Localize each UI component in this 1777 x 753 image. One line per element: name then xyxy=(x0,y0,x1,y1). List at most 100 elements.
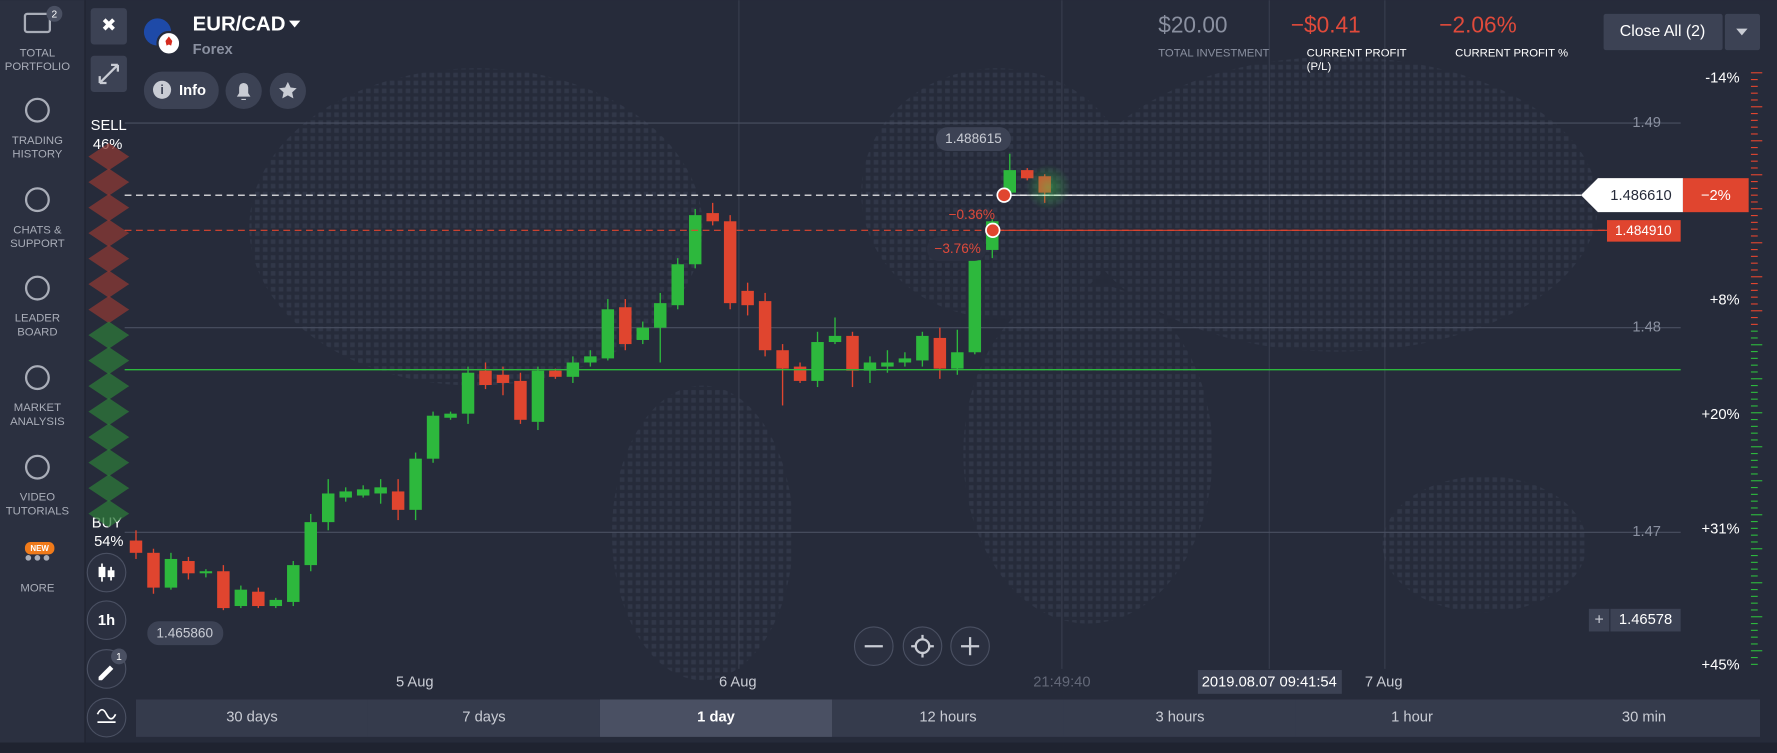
chart-type-button[interactable] xyxy=(86,552,127,593)
icon xyxy=(24,187,50,213)
timeframe-button[interactable] xyxy=(135,699,368,737)
close-all-label: Close All (2) xyxy=(1620,23,1706,40)
icon xyxy=(24,365,50,391)
close-all-button[interactable] xyxy=(1603,13,1723,51)
current-price: 1.486610 xyxy=(1610,188,1671,204)
candle-body xyxy=(444,413,457,418)
profit-scale-label: +31% xyxy=(1702,521,1740,537)
plus-icon: + xyxy=(1594,611,1603,628)
indicator-icon xyxy=(96,708,117,724)
candle-body xyxy=(234,589,248,607)
profit-scale-label: +8% xyxy=(1710,292,1740,308)
close-icon: ✖ xyxy=(101,15,116,35)
candle-body xyxy=(164,558,178,588)
deal-marker xyxy=(985,222,1001,238)
buy-percent: 54% xyxy=(94,534,123,550)
candle-body xyxy=(828,335,842,343)
info-label: Info xyxy=(179,83,206,99)
icon xyxy=(23,12,51,34)
candle-body xyxy=(339,491,352,498)
candle-body xyxy=(951,352,964,369)
timeframe-label: 7 days xyxy=(462,710,505,726)
sidebar-label: VIDEO xyxy=(20,492,55,504)
deal-marker xyxy=(996,187,1012,203)
timeframe-label: 3 hours xyxy=(1155,710,1204,726)
candle-body xyxy=(776,350,789,369)
sentiment-chevron xyxy=(88,143,130,171)
new-badge xyxy=(24,541,55,555)
high-label-box xyxy=(936,127,1011,151)
low-label: 1.465860 xyxy=(156,625,213,640)
icon xyxy=(24,275,50,301)
timeframe-button[interactable] xyxy=(1063,699,1296,737)
candle-body xyxy=(846,335,859,371)
candle-body xyxy=(933,337,947,369)
sidebar xyxy=(0,0,85,753)
candle-body xyxy=(287,565,300,602)
sidebar-label: TOTAL xyxy=(20,48,55,60)
timeframe-label: 1 day xyxy=(697,710,735,726)
sell-label: SELL xyxy=(91,118,127,134)
profit-scale: -14% +8% +20% +31% +45% xyxy=(1702,70,1763,673)
candle-body xyxy=(898,358,912,363)
candle-body xyxy=(968,260,982,353)
timeframe-label: 12 hours xyxy=(919,710,976,726)
candlestick-chart: 1.49 1.48 1.47 xyxy=(124,115,1681,611)
asset-name[interactable]: EUR/CAD xyxy=(193,14,286,36)
interval-button[interactable] xyxy=(86,600,127,640)
profit-label: (P/L) xyxy=(1307,61,1332,73)
sidebar-label: BOARD xyxy=(17,326,57,338)
candle-body xyxy=(496,374,510,383)
bottom-price: 1.46578 xyxy=(1619,612,1672,628)
timeframe-button[interactable] xyxy=(599,699,832,737)
candle-body xyxy=(584,356,597,363)
investment-value: $20.00 xyxy=(1158,11,1227,37)
candle-body xyxy=(269,599,283,607)
candle-body xyxy=(426,415,440,459)
sidebar-label: ANALYSIS xyxy=(10,416,65,428)
deal2-change: −3.76% xyxy=(934,241,980,256)
candle-icon xyxy=(98,566,106,578)
candle-body xyxy=(549,370,562,377)
profit-label: CURRENT PROFIT xyxy=(1307,48,1407,60)
candle-body xyxy=(391,491,405,510)
timeframe-button[interactable] xyxy=(1527,699,1761,737)
center-chart[interactable] xyxy=(902,626,943,667)
asset-dropdown[interactable] xyxy=(288,20,301,28)
y-tick-label: 1.47 xyxy=(1632,524,1661,540)
candle-body xyxy=(409,458,422,510)
icon xyxy=(25,554,32,561)
sentiment-chevron xyxy=(88,423,130,451)
timeframe-button[interactable] xyxy=(367,699,600,737)
sidebar-label: SUPPORT xyxy=(10,238,65,250)
candle-body xyxy=(217,571,230,609)
timeframe-button[interactable] xyxy=(1295,699,1528,737)
close-chart-button[interactable] xyxy=(90,8,127,45)
asset-market: Forex xyxy=(193,42,234,58)
candle-body xyxy=(654,303,667,328)
profit-value: −$0.41 xyxy=(1291,11,1361,37)
candle-body xyxy=(723,221,737,304)
sentiment-chevron xyxy=(88,321,130,349)
candle-body xyxy=(706,213,719,222)
add-alert-button[interactable] xyxy=(1588,608,1610,632)
icon xyxy=(43,554,50,561)
candle-body xyxy=(199,571,213,574)
sentiment-chevron xyxy=(88,474,130,502)
current-change: −2% xyxy=(1701,188,1731,204)
deal2-box xyxy=(927,237,986,261)
sidebar-label: LEADER xyxy=(15,313,60,325)
deal-price-box xyxy=(1607,220,1681,242)
timeframe-button[interactable] xyxy=(831,699,1064,737)
profit-scale-label: +45% xyxy=(1702,657,1740,673)
candle-body xyxy=(356,489,370,496)
candle-body xyxy=(514,380,527,420)
time-label: 21:49:40 xyxy=(1033,674,1090,690)
candle-body xyxy=(182,561,195,574)
drawing-badge xyxy=(111,648,127,665)
indicators-button[interactable] xyxy=(86,697,127,738)
sentiment-chevron xyxy=(88,449,130,477)
candle-body xyxy=(793,366,807,381)
menu-arrow xyxy=(1736,28,1748,36)
